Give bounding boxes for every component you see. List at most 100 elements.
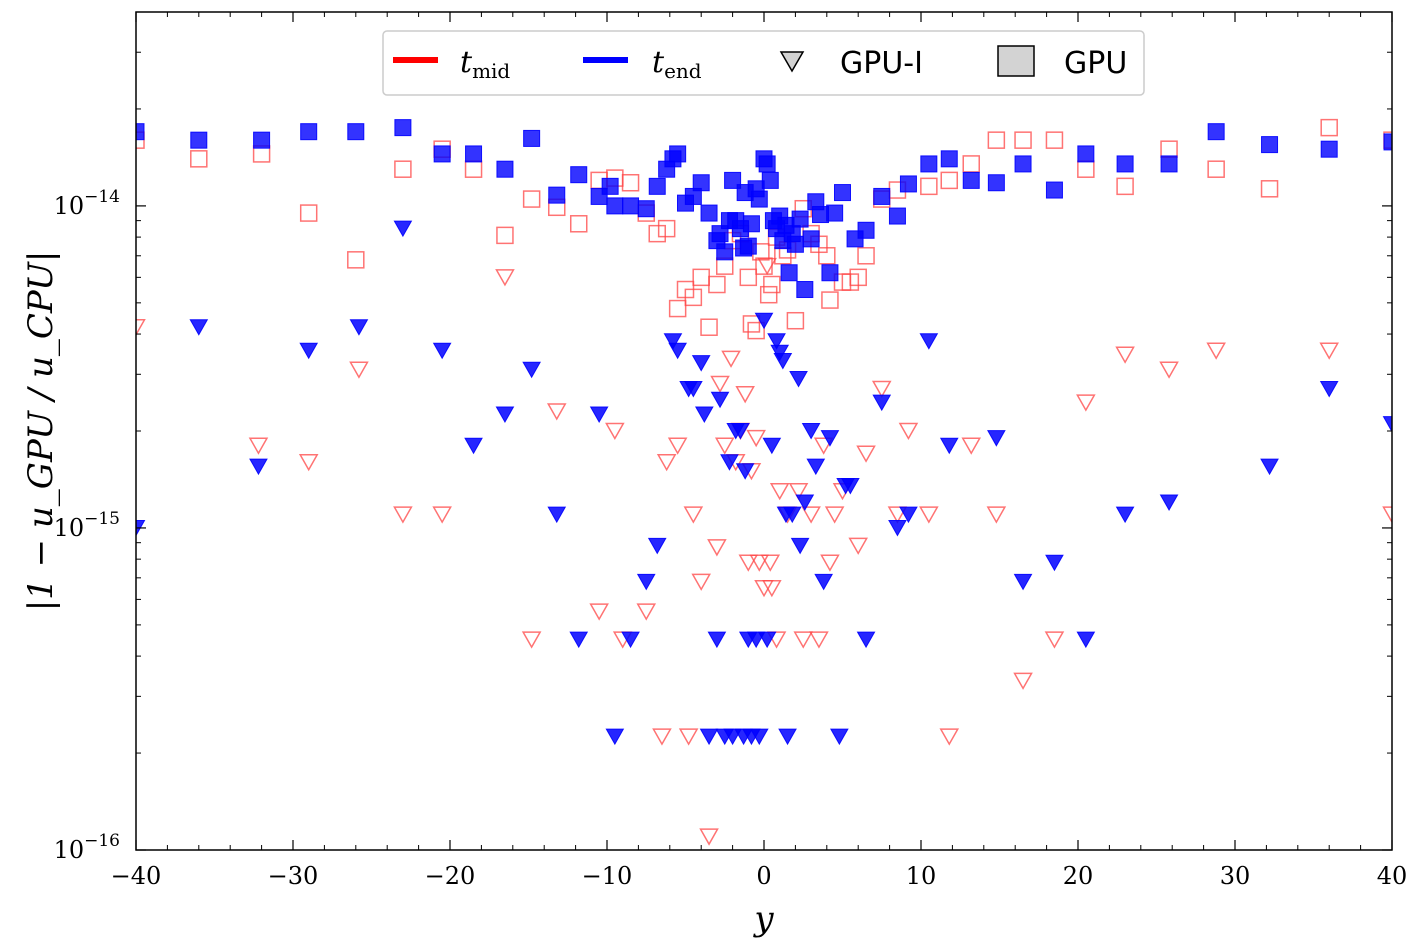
- point-t-end-gpu-0: [136, 123, 145, 141]
- point-t-mid-gpu-i-6: [495, 269, 515, 287]
- legend-gpu-swatch: [997, 45, 1035, 77]
- point-t-end-gpu-i-46: [789, 371, 808, 388]
- point-t-end-gpu-55: [826, 204, 844, 222]
- point-t-mid-gpu-i-62: [1382, 506, 1392, 524]
- point-t-mid-gpu-52: [987, 131, 1006, 149]
- point-t-end-gpu-i-21: [691, 355, 711, 372]
- point-t-end-gpu-3: [300, 123, 318, 141]
- point-t-mid-gpu-i-49: [887, 506, 908, 524]
- point-t-mid-gpu-i-58: [1115, 346, 1135, 364]
- point-t-end-gpu-i-8: [495, 406, 515, 424]
- point-t-end-gpu-i-16: [647, 537, 667, 555]
- point-t-end-gpu-68: [1077, 145, 1095, 163]
- point-t-end-gpu-59: [873, 187, 891, 205]
- point-t-end-gpu-13: [601, 177, 619, 195]
- data-marks: [136, 118, 1392, 846]
- point-t-end-gpu-i-45: [782, 506, 802, 524]
- point-t-mid-gpu-i-55: [1013, 672, 1033, 690]
- point-t-mid-gpu-i-21: [710, 375, 730, 393]
- point-t-end-gpu-i-5: [393, 220, 413, 238]
- y-tick-label-1: 10−15: [54, 509, 120, 542]
- point-t-mid-gpu-3: [299, 204, 318, 222]
- point-t-mid-gpu-i-17: [683, 506, 704, 524]
- point-t-end-gpu-2: [253, 131, 271, 149]
- x-axis-label: y: [752, 899, 774, 939]
- point-t-end-gpu-i-30: [731, 423, 750, 440]
- point-t-end-gpu-6: [433, 145, 451, 163]
- y-tick-label-0: 10−16: [54, 831, 120, 864]
- point-t-end-gpu-i-6: [432, 342, 452, 360]
- point-t-end-gpu-23: [692, 174, 710, 192]
- point-t-mid-gpu-i-54: [986, 506, 1007, 524]
- point-t-mid-gpu-i-44: [824, 506, 845, 524]
- point-t-mid-gpu-42: [821, 291, 839, 309]
- point-t-mid-gpu-5: [394, 160, 412, 178]
- point-t-end-gpu-40: [761, 171, 779, 189]
- point-t-mid-gpu-i-59: [1159, 361, 1179, 379]
- point-t-end-gpu-72: [1261, 136, 1279, 154]
- point-t-mid-gpu-53: [1014, 131, 1032, 149]
- point-t-mid-gpu-i-56: [1044, 631, 1065, 649]
- point-t-end-gpu-i-2: [249, 458, 268, 476]
- point-t-end-gpu-i-7: [464, 437, 483, 455]
- point-t-mid-gpu-9: [522, 190, 541, 208]
- point-t-mid-gpu-i-42: [813, 437, 834, 455]
- point-t-end-gpu-i-13: [605, 728, 625, 746]
- point-t-mid-gpu-23: [708, 275, 726, 294]
- point-t-mid-gpu-i-4: [393, 506, 413, 524]
- point-t-mid-gpu-i-48: [871, 380, 892, 399]
- point-t-end-gpu-15: [622, 197, 640, 215]
- point-t-mid-gpu-i-3: [349, 361, 369, 379]
- point-t-mid-gpu-i-2: [298, 453, 319, 472]
- point-t-mid-gpu-i-15: [667, 437, 688, 455]
- point-t-end-gpu-74: [1383, 133, 1392, 151]
- x-tick-label-7: 30: [1220, 862, 1251, 890]
- point-t-end-gpu-1: [190, 131, 208, 149]
- point-t-mid-gpu-i-10: [605, 422, 625, 441]
- point-t-mid-gpu-46: [857, 247, 875, 265]
- point-t-mid-gpu-20: [684, 288, 703, 307]
- point-t-end-gpu-73: [1320, 140, 1338, 158]
- point-t-end-gpu-64: [962, 171, 980, 189]
- point-t-end-gpu-i-68: [1260, 458, 1279, 476]
- point-t-end-gpu-i-61: [939, 437, 959, 455]
- point-t-end-gpu-i-60: [919, 333, 939, 350]
- point-t-mid-gpu-50: [940, 171, 959, 190]
- legend-gpu-i-swatch: [779, 51, 805, 73]
- point-t-end-gpu-62: [920, 155, 938, 173]
- legend-box: [382, 30, 1145, 96]
- point-t-end-gpu-27: [716, 243, 734, 261]
- point-t-mid-gpu-i-29: [746, 429, 766, 448]
- point-t-end-gpu-49: [791, 210, 809, 228]
- point-t-mid-gpu-i-1: [248, 437, 269, 455]
- point-t-mid-gpu-i-9: [589, 603, 609, 621]
- point-t-end-gpu-i-15: [636, 573, 656, 591]
- point-t-end-gpu-i-3: [299, 342, 319, 360]
- axes: −40 −30 −20 −10 0 10 20 30 40 10−16 10−15 10−14 y |1 …: [21, 11, 1408, 939]
- point-t-mid-gpu-i-0: [136, 318, 146, 337]
- point-t-mid-gpu-28: [742, 315, 761, 333]
- point-t-mid-gpu-4: [347, 251, 365, 269]
- point-t-mid-gpu-16: [648, 224, 666, 243]
- point-t-end-gpu-i-10: [547, 506, 567, 524]
- x-tick-label-8: 40: [1377, 862, 1408, 890]
- point-t-mid-gpu-i-35: [766, 631, 787, 649]
- point-t-mid-gpu-58: [1207, 160, 1225, 178]
- point-t-end-gpu-i-50: [806, 458, 826, 476]
- x-tick-label-4: 0: [756, 862, 771, 890]
- point-t-mid-gpu-i-7: [521, 631, 542, 649]
- point-t-end-gpu-i-4: [349, 319, 369, 336]
- legend: tmid tend GPU-I GPU: [382, 30, 1145, 96]
- point-t-end-gpu-29: [724, 171, 742, 189]
- point-t-mid-gpu-i-16: [678, 728, 699, 746]
- point-t-end-gpu-46: [780, 264, 798, 282]
- point-t-end-gpu-i-57: [872, 394, 892, 412]
- point-t-end-gpu-i-42: [773, 352, 793, 370]
- point-t-mid-gpu-27: [739, 268, 758, 287]
- point-t-end-gpu-i-17: [663, 333, 683, 350]
- point-t-mid-gpu-33: [763, 275, 781, 294]
- point-t-end-gpu-20: [669, 145, 687, 163]
- point-t-mid-gpu-56: [1116, 177, 1134, 196]
- point-t-end-gpu-5: [394, 119, 412, 137]
- point-t-end-gpu-i-51: [814, 573, 834, 591]
